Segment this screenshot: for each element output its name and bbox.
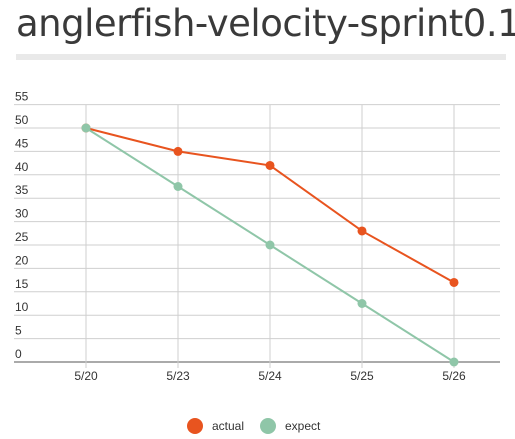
x-axis-ticks: 5/20 5/23 5/24 5/25 5/26 bbox=[74, 369, 466, 383]
y-tick-label: 30 bbox=[15, 207, 29, 221]
title-divider bbox=[16, 54, 506, 60]
data-point-expect[interactable] bbox=[173, 182, 183, 191]
data-point-actual[interactable] bbox=[173, 146, 183, 156]
y-tick-label: 50 bbox=[15, 113, 29, 127]
legend-label-actual[interactable]: actual bbox=[212, 419, 244, 433]
legend-swatch-actual[interactable] bbox=[187, 418, 203, 434]
y-tick-label: 35 bbox=[15, 183, 29, 197]
x-tick-label: 5/25 bbox=[350, 369, 374, 383]
data-point-expect[interactable] bbox=[449, 357, 459, 367]
x-tick-label: 5/24 bbox=[258, 369, 282, 383]
y-axis-ticks: 0 5 10 15 20 25 30 35 40 45 50 55 bbox=[15, 90, 29, 361]
y-tick-label: 0 bbox=[15, 347, 22, 361]
data-point-expect[interactable] bbox=[357, 299, 367, 308]
data-point-expect[interactable] bbox=[81, 123, 91, 133]
y-tick-label: 25 bbox=[15, 230, 29, 244]
legend-swatch-expect[interactable] bbox=[260, 418, 276, 434]
page-title: anglerfish-velocity-sprint0.1 bbox=[16, 2, 515, 45]
x-tick-label: 5/23 bbox=[166, 369, 190, 383]
y-tick-label: 20 bbox=[15, 253, 29, 267]
data-point-expect[interactable] bbox=[265, 240, 275, 250]
y-tick-label: 45 bbox=[15, 136, 29, 150]
legend-label-expect[interactable]: expect bbox=[285, 419, 321, 433]
y-tick-label: 10 bbox=[15, 300, 29, 314]
data-point-actual[interactable] bbox=[265, 160, 275, 170]
y-tick-label: 55 bbox=[15, 90, 29, 104]
data-point-actual[interactable] bbox=[449, 277, 459, 287]
y-tick-label: 15 bbox=[15, 277, 29, 291]
y-tick-label: 40 bbox=[15, 160, 29, 174]
chart-series bbox=[81, 123, 459, 367]
x-tick-label: 5/26 bbox=[442, 369, 466, 383]
x-tick-label: 5/20 bbox=[74, 369, 98, 383]
chart-legend: actual expect bbox=[187, 418, 321, 434]
y-tick-label: 5 bbox=[15, 324, 22, 338]
data-point-actual[interactable] bbox=[357, 226, 367, 236]
